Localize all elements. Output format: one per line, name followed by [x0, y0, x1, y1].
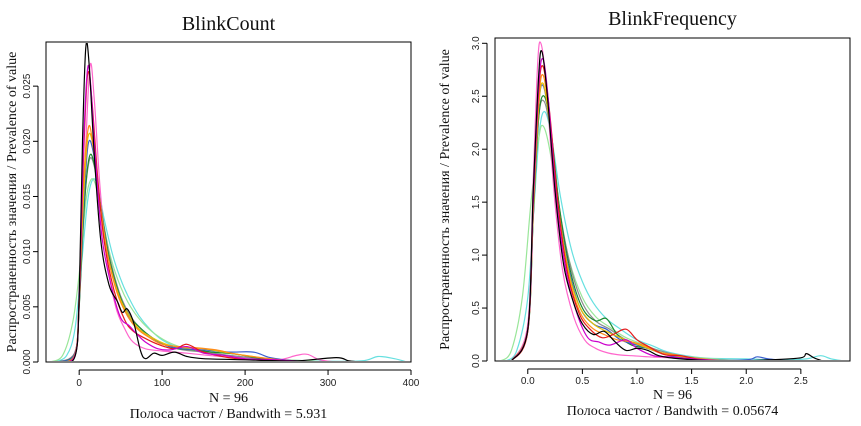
series-line-magenta — [511, 57, 719, 360]
series-line-magenta — [69, 64, 307, 361]
x-tick-label: 0.0 — [521, 376, 535, 387]
x-tick-label: 0.5 — [575, 376, 589, 387]
x-axis: 0.0 0.5 1.0 1.5 2.0 2.5 — [521, 368, 808, 387]
series-line-cyan — [506, 111, 842, 360]
sample-size-label: N = 96 — [653, 388, 692, 403]
series-line-black — [511, 50, 822, 360]
y-tick-label: 0.025 — [22, 73, 33, 98]
sample-size-label: N = 96 — [209, 391, 248, 406]
series-line-pink — [511, 41, 727, 360]
series-line-red — [511, 65, 712, 360]
y-axis: 0.0 0.5 1.0 1.5 2.0 2.5 3.0 — [471, 36, 488, 368]
x-tick-label: 200 — [237, 378, 254, 389]
y-tick-label: 0.005 — [22, 294, 33, 319]
y-tick-label: 1.5 — [471, 195, 482, 209]
y-axis-label: Распространенность значения / Prevalence… — [5, 52, 20, 353]
bandwidth-label: Полоса частот / Bandwith = 0.05674 — [567, 404, 778, 419]
y-tick-label: 2.0 — [471, 142, 482, 156]
y-tick-label: 3.0 — [471, 36, 482, 50]
y-tick-label: 0.010 — [22, 239, 33, 264]
y-tick-label: 0.0 — [471, 354, 482, 368]
x-tick-label: 1.5 — [685, 376, 699, 387]
series-line-orange — [511, 73, 720, 360]
chart-title: BlinkFrequency — [608, 8, 737, 30]
y-tick-label: 2.5 — [471, 89, 482, 103]
chart-blinkfrequency-svg: BlinkFrequency 0.0 0.5 1.0 1.5 2.0 2.5 0.0 0.5 1.… — [438, 8, 851, 419]
plot-frame — [45, 41, 412, 363]
x-tick-label: 2.5 — [794, 376, 808, 387]
y-axis-label: Распространенность значения / Prevalence… — [438, 49, 453, 350]
series-line-cyan — [55, 178, 406, 361]
y-tick-label: 0.015 — [22, 184, 33, 209]
chart-blinkfrequency: BlinkFrequency 0.0 0.5 1.0 1.5 2.0 2.5 0.0 0.5 1.… — [431, 0, 861, 426]
x-axis: 0 100 200 300 400 — [76, 369, 420, 389]
x-tick-label: 2.0 — [739, 376, 753, 387]
series-line-black — [71, 43, 356, 361]
y-tick-label: 1.0 — [471, 248, 482, 262]
chart-blinkcount: BlinkCount 0 100 200 300 400 0.000 0.005 0.010 0.… — [0, 0, 430, 426]
series-line-gray — [59, 156, 292, 361]
x-tick-label: 0 — [76, 378, 82, 389]
chart-title: BlinkCount — [182, 13, 276, 35]
x-tick-label: 300 — [320, 378, 337, 389]
series-line-gold — [511, 82, 720, 360]
series-line-red — [68, 70, 288, 361]
y-tick-label: 0.000 — [22, 349, 33, 374]
y-tick-label: 0.020 — [22, 128, 33, 153]
series-group — [51, 43, 406, 361]
x-tick-label: 1.0 — [630, 376, 644, 387]
series-line-gray — [511, 99, 729, 360]
series-group — [500, 41, 842, 360]
x-tick-label: 400 — [403, 378, 420, 389]
x-tick-label: 100 — [154, 378, 171, 389]
series-line-green — [511, 95, 719, 360]
series-line-lightgreen — [51, 178, 321, 361]
bandwidth-label: Полоса частот / Bandwith = 5.931 — [130, 407, 327, 422]
series-line-green — [59, 153, 291, 361]
y-tick-label: 0.5 — [471, 301, 482, 315]
plot-frame — [494, 37, 851, 362]
series-line-blue — [511, 84, 786, 360]
y-axis: 0.000 0.005 0.010 0.015 0.020 0.025 — [22, 73, 39, 375]
